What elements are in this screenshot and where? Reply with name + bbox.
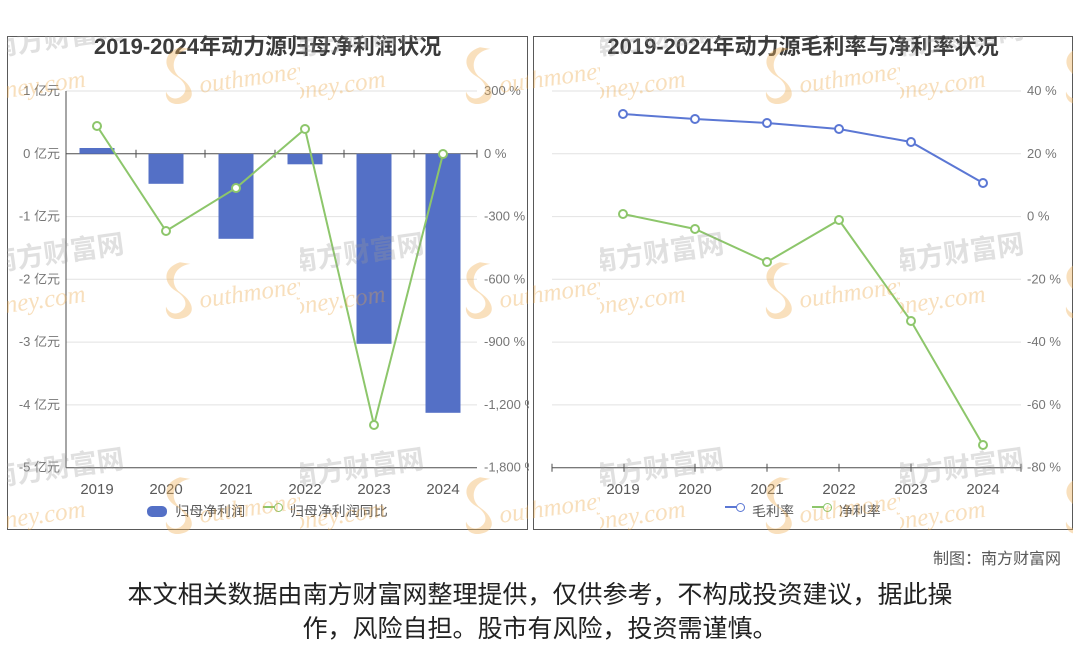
svg-text:2022: 2022 <box>288 481 321 498</box>
svg-text:-2 亿元: -2 亿元 <box>19 271 60 286</box>
svg-text:0 %: 0 % <box>484 146 507 161</box>
svg-text:2023: 2023 <box>894 481 927 498</box>
svg-text:2021: 2021 <box>219 481 252 498</box>
svg-text:2020: 2020 <box>678 481 711 498</box>
svg-text:1 亿元: 1 亿元 <box>23 83 60 98</box>
svg-text:2024: 2024 <box>966 481 999 498</box>
svg-text:-900 %: -900 % <box>484 334 526 349</box>
svg-text:-600 %: -600 % <box>484 271 526 286</box>
svg-text:2019: 2019 <box>80 481 113 498</box>
svg-text:-80 %: -80 % <box>1027 460 1061 475</box>
svg-text:300 %: 300 % <box>484 83 521 98</box>
svg-text:-1,800 %: -1,800 % <box>484 460 529 475</box>
svg-text:0 亿元: 0 亿元 <box>23 146 60 161</box>
svg-text:20 %: 20 % <box>1027 146 1057 161</box>
svg-text:-3 亿元: -3 亿元 <box>19 334 60 349</box>
svg-text:-40 %: -40 % <box>1027 334 1061 349</box>
svg-text:-60 %: -60 % <box>1027 397 1061 412</box>
svg-text:2022: 2022 <box>822 481 855 498</box>
svg-text:-20 %: -20 % <box>1027 271 1061 286</box>
svg-text:-1,200 %: -1,200 % <box>484 397 529 412</box>
svg-text:40 %: 40 % <box>1027 83 1057 98</box>
svg-text:-5 亿元: -5 亿元 <box>19 460 60 475</box>
svg-text:-1 亿元: -1 亿元 <box>19 209 60 224</box>
svg-text:2023: 2023 <box>357 481 390 498</box>
svg-text:0 %: 0 % <box>1027 209 1050 224</box>
svg-text:-4 亿元: -4 亿元 <box>19 397 60 412</box>
svg-text:2024: 2024 <box>426 481 459 498</box>
svg-text:-300 %: -300 % <box>484 209 526 224</box>
svg-text:2019: 2019 <box>606 481 639 498</box>
svg-text:2020: 2020 <box>149 481 182 498</box>
svg-text:2021: 2021 <box>750 481 783 498</box>
